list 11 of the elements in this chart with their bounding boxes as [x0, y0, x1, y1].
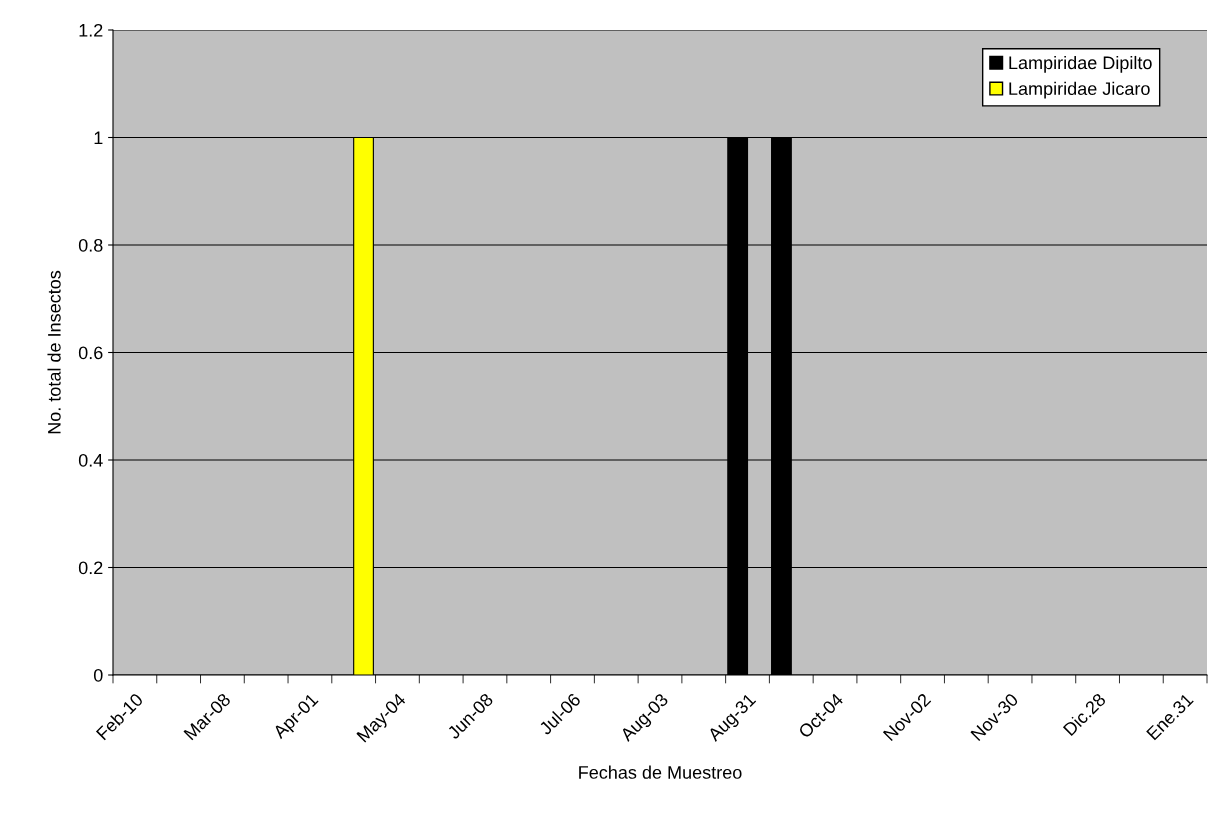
y-tick-label: 0.2 — [78, 561, 103, 575]
y-tick-label: 0.8 — [78, 238, 103, 252]
y-tick-label: 1 — [94, 131, 103, 145]
y-axis-title: No. total de Insectos — [47, 270, 61, 434]
legend-label: Lampiridae Dipilto — [1009, 55, 1152, 73]
y-tick-label: 0.4 — [78, 453, 103, 467]
legend-label: Lampiridae Jicaro — [1009, 81, 1150, 99]
y-tick-label: 0.6 — [78, 346, 103, 360]
x-axis-title: Fechas de Muestreo — [579, 765, 742, 779]
y-tick-label: 1.2 — [79, 23, 103, 37]
y-tick-label: 0 — [93, 668, 103, 682]
